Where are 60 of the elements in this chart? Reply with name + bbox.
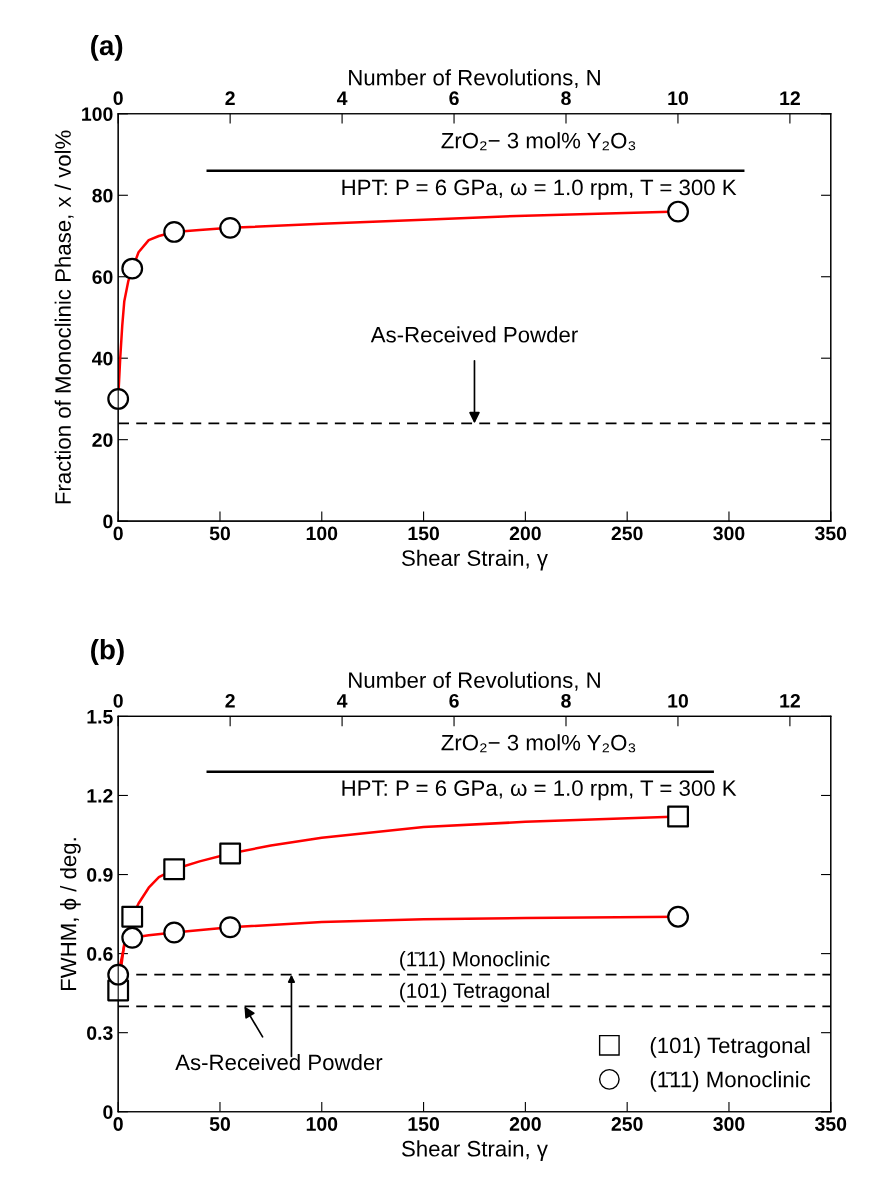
x2-tick-label: 12 [780,91,800,105]
x2-tick-label: 8 [561,91,571,106]
x-tick-label: 350 [814,526,847,541]
x2-tick-label: 0 [113,693,123,708]
y-axis-title: Fraction of Monoclinic Phase, x / vol% [54,130,74,504]
x-tick-label: 300 [713,526,745,541]
x-axis-title: Shear Strain, γ [402,549,548,571]
y-tick-label: 100 [82,107,113,122]
y-tick-label: 40 [91,351,113,366]
y-tick-label: 0 [103,1105,113,1119]
y-tick-label: 60 [92,270,113,284]
annotation: ZrO₂− 3 mol% Y₂O₃ [441,734,636,753]
x2-tick-label: 4 [336,91,348,105]
x-tick-label: 200 [509,1117,541,1131]
y-axis-title: FWHM, ϕ / deg. [60,838,81,991]
annotation: As-Received Powder [175,1053,383,1071]
x2-tick-label: 8 [561,693,571,708]
x-tick-label: 100 [306,526,338,541]
annotation: As-Received Powder [370,326,578,343]
x-tick-label: 300 [713,1117,745,1131]
x2-tick-label: 2 [225,693,235,708]
x-tick-label: 150 [408,1117,439,1131]
y-tick-label: 0.9 [87,868,113,882]
y-tick-label: 1.2 [87,788,113,803]
x-tick-label: 0 [113,526,123,541]
x2-tick-label: 0 [113,91,123,106]
y-tick-label: 1.5 [87,710,113,724]
x2-tick-label: 4 [336,694,348,708]
x2-tick-label: 6 [449,693,459,708]
annotation: HPT: P = 6 GPa, ω = 1.0 rpm, T = 300 K [342,780,737,801]
y-tick-label: 20 [92,433,113,447]
x-tick-label: 200 [509,526,541,541]
x-tick-label: 250 [611,526,643,541]
x2-tick-label: 10 [668,693,688,708]
x2-tick-label: 10 [668,91,688,106]
annotation: ZrO₂− 3 mol% Y₂O₃ [441,132,636,151]
x2-tick-label: 12 [780,693,800,708]
x-axis-title: Shear Strain, γ [402,1140,548,1161]
legend-label: (1̄11) Monoclinic [650,1071,811,1092]
y-tick-label: 80 [92,188,113,203]
x-tick-label: 0 [113,1117,123,1131]
y-tick-label: 0.3 [87,1026,113,1040]
x2-axis-title: Number of Revolutions, N [349,69,600,89]
x2-tick-label: 6 [449,91,459,106]
x-tick-label: 350 [814,1117,847,1131]
x2-axis-title: Number of Revolutions, N [349,671,600,691]
ref-line-label: (101) Tetragonal [400,982,549,1003]
x-tick-label: 50 [209,526,230,541]
x-tick-label: 250 [611,1117,643,1131]
x-tick-label: 50 [209,1117,230,1131]
x2-tick-label: 2 [225,91,235,105]
chart-title: (b) [91,639,124,666]
x-tick-label: 100 [306,1117,338,1131]
y-tick-label: 0 [103,514,113,529]
y-tick-label: 0.6 [87,947,113,961]
annotation: HPT: P = 6 GPa, ω = 1.0 rpm, T = 300 K [342,179,737,200]
x-tick-label: 150 [408,526,439,541]
ref-line-label: (1̄11) Monoclinic [400,951,550,971]
legend-label: (101) Tetragonal [650,1036,810,1058]
chart-title: (a) [91,34,123,61]
